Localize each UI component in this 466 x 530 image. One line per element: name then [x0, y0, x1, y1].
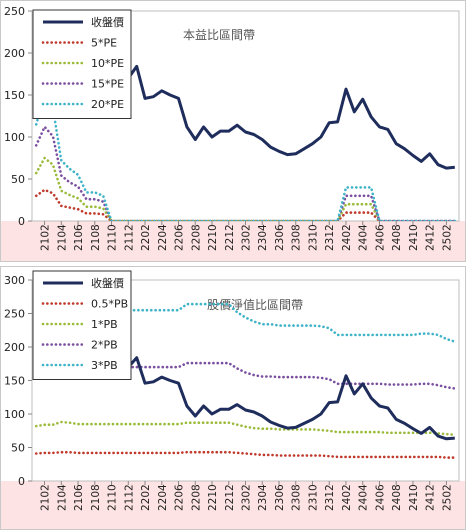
x-tick-label: 2212 — [224, 224, 236, 251]
series-line-4 — [34, 302, 457, 343]
series-line-3 — [34, 125, 457, 221]
pe-band-chart-panel: 0 50 100 150 200 250 2102 2104 2106 2108 2110 2112 2… — [0, 0, 466, 262]
legend-label: 收盤價 — [91, 276, 124, 290]
x-tick-label: 2408 — [391, 484, 403, 511]
x-tick-label: 2404 — [358, 484, 370, 511]
x-tick-label: 2202 — [140, 484, 152, 511]
y-tick-label: 0 — [18, 215, 25, 228]
series-line-2 — [34, 420, 457, 437]
x-axis-band — [1, 221, 465, 261]
x-tick-label: 2412 — [425, 224, 437, 251]
x-tick-label: 2406 — [374, 224, 386, 251]
y-tick-label: 250 — [4, 308, 25, 321]
y-tick-label: 250 — [4, 5, 25, 18]
x-tick-label: 2210 — [207, 224, 219, 251]
y-tick-label: 200 — [4, 341, 25, 354]
x-tick-label: 2302 — [241, 224, 253, 251]
legend-label: 5*PE — [91, 37, 117, 50]
y-tick-label: 0 — [18, 475, 25, 488]
x-tick-label: 2308 — [291, 224, 303, 251]
x-tick-label: 2104 — [56, 224, 68, 251]
x-tick-label: 2304 — [257, 224, 269, 251]
x-tick-label: 2108 — [90, 224, 102, 251]
x-tick-label: 2204 — [157, 224, 169, 251]
x-tick-label: 2206 — [174, 224, 186, 251]
x-tick-label: 2108 — [90, 484, 102, 511]
legend-label: 0.5*PB — [91, 298, 128, 311]
x-tick-label: 2206 — [174, 484, 186, 511]
x-tick-label: 2208 — [190, 484, 202, 511]
chart-title: 本益比區間帶 — [183, 28, 255, 42]
series-line-2 — [34, 156, 457, 221]
x-tick-label: 2410 — [408, 224, 420, 251]
x-tick-label: 2502 — [441, 484, 453, 511]
series-line-0 — [127, 64, 455, 170]
x-tick-label: 2308 — [291, 484, 303, 511]
y-tick-label: 150 — [4, 89, 25, 102]
x-tick-label: 2212 — [224, 484, 236, 511]
x-tick-label: 2106 — [73, 484, 85, 511]
legend-label: 15*PE — [91, 78, 124, 91]
x-tick-label: 2306 — [274, 224, 286, 251]
x-tick-label: 2208 — [190, 224, 202, 251]
x-tick-label: 2110 — [107, 484, 119, 511]
x-tick-label: 2302 — [241, 484, 253, 511]
x-tick-label: 2104 — [56, 484, 68, 511]
x-tick-label: 2310 — [307, 224, 319, 251]
legend-label: 3*PB — [91, 359, 118, 372]
legend-label: 10*PE — [91, 57, 124, 70]
x-tick-label: 2310 — [307, 484, 319, 511]
legend-label: 1*PB — [91, 318, 118, 331]
series-line-4 — [34, 93, 457, 221]
x-tick-label: 2502 — [441, 224, 453, 251]
y-tick-label: 50 — [11, 442, 25, 455]
legend-label: 2*PB — [91, 339, 118, 352]
x-tick-label: 2304 — [257, 484, 269, 511]
y-tick-label: 300 — [4, 274, 25, 287]
x-tick-label: 2402 — [341, 484, 353, 511]
x-tick-label: 2112 — [123, 224, 135, 251]
x-tick-label: 2402 — [341, 224, 353, 251]
y-tick-label: 200 — [4, 47, 25, 60]
x-tick-label: 2106 — [73, 224, 85, 251]
series-line-1 — [34, 188, 457, 221]
x-tick-label: 2306 — [274, 484, 286, 511]
legend-label: 收盤價 — [91, 15, 124, 29]
legend-label: 20*PE — [91, 98, 124, 111]
x-tick-label: 2412 — [425, 484, 437, 511]
y-tick-label: 100 — [4, 131, 25, 144]
y-tick-label: 100 — [4, 408, 25, 421]
pb-band-chart: 0 50 100 150 200 250 300 2102 2104 2106 2108 2110 21… — [1, 270, 465, 529]
x-axis-band — [1, 481, 465, 529]
x-tick-label: 2210 — [207, 484, 219, 511]
chart-title: 股價淨值比區間帶 — [207, 297, 303, 312]
x-tick-label: 2112 — [123, 484, 135, 511]
pb-band-chart-panel: 0 50 100 150 200 250 300 2102 2104 2106 2108 2110 21… — [0, 266, 466, 530]
x-tick-label: 2312 — [324, 484, 336, 511]
x-tick-label: 2406 — [374, 484, 386, 511]
x-tick-label: 2404 — [358, 224, 370, 251]
x-tick-label: 2408 — [391, 224, 403, 251]
x-tick-label: 2202 — [140, 224, 152, 251]
pe-band-chart: 0 50 100 150 200 250 2102 2104 2106 2108 2110 2112 2… — [1, 5, 465, 261]
x-tick-label: 2204 — [157, 484, 169, 511]
x-tick-label: 2110 — [107, 224, 119, 251]
y-tick-label: 50 — [11, 173, 25, 186]
x-tick-label: 2102 — [40, 484, 52, 511]
x-tick-label: 2102 — [40, 224, 52, 251]
y-tick-label: 150 — [4, 375, 25, 388]
x-tick-label: 2410 — [408, 484, 420, 511]
series-line-1 — [34, 450, 457, 459]
x-tick-label: 2312 — [324, 224, 336, 251]
